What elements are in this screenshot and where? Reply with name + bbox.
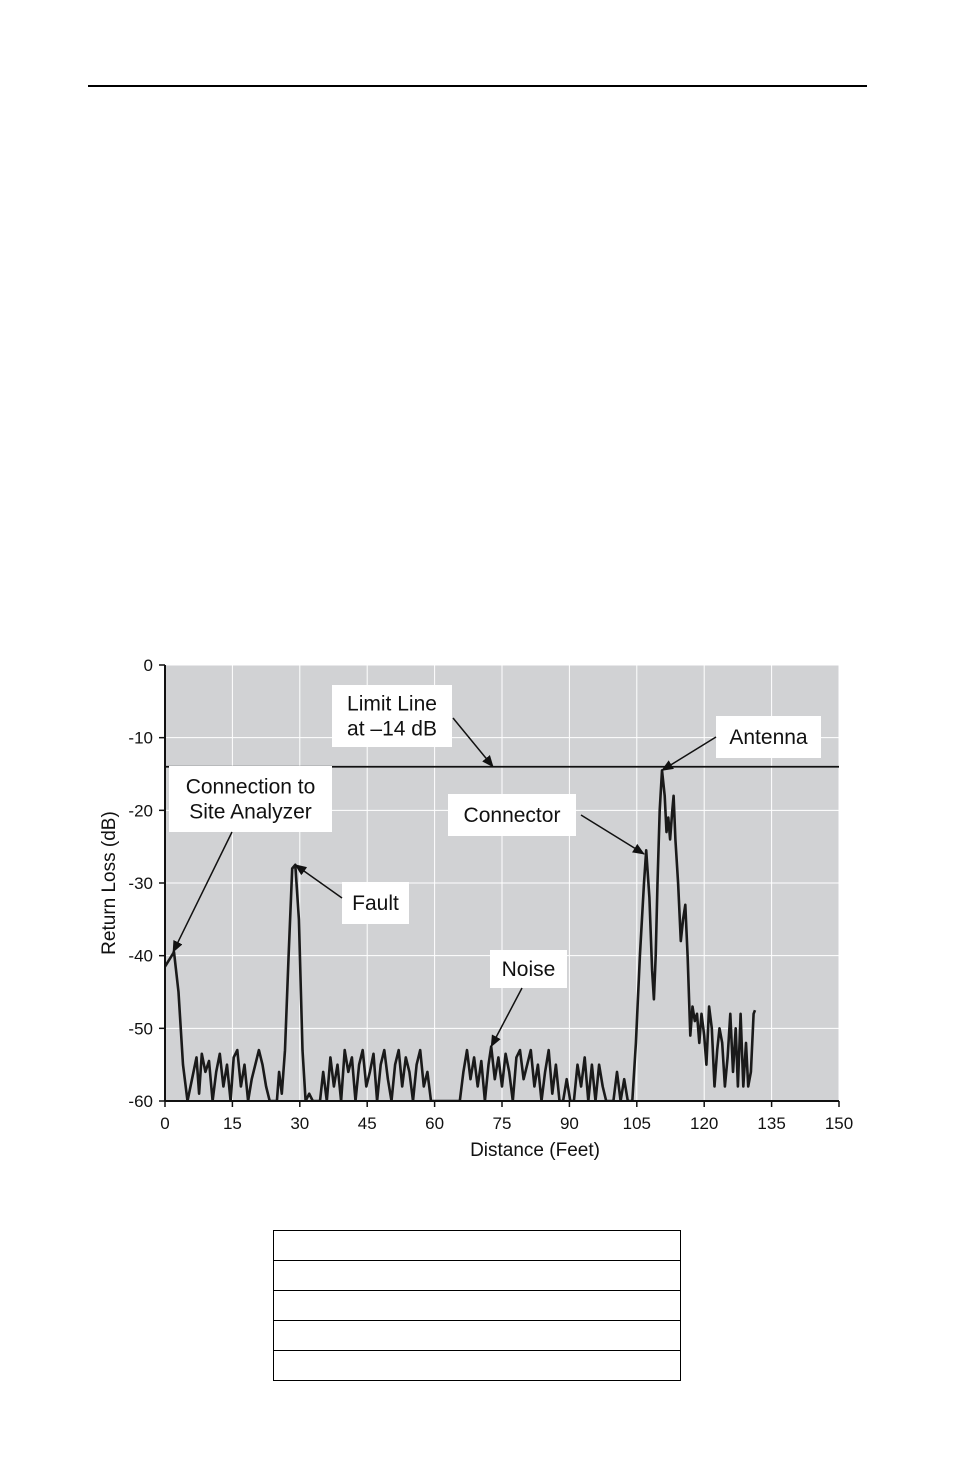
- y-tick-label: 0: [144, 656, 153, 675]
- annotation-arrow: [452, 717, 494, 768]
- table-row: [273, 1350, 681, 1381]
- x-tick-label: 120: [690, 1114, 718, 1133]
- x-tick-label: 0: [160, 1114, 169, 1133]
- x-tick-label: 105: [623, 1114, 651, 1133]
- annotation-box: [169, 766, 332, 832]
- empty-table: [273, 1230, 681, 1381]
- annotation-arrow: [490, 987, 523, 1048]
- y-tick-label: -60: [128, 1092, 153, 1111]
- x-axis-title: Distance (Feet): [470, 1140, 600, 1161]
- annotation-label: Connector: [464, 804, 561, 827]
- annotation-box: [332, 685, 452, 747]
- y-tick-label: -50: [128, 1019, 153, 1038]
- annotation-box: [490, 950, 567, 988]
- table-cell: [273, 1320, 681, 1351]
- table-row: [273, 1230, 681, 1261]
- annotation-box: [716, 716, 821, 758]
- annotation-label: at –14 dB: [347, 718, 437, 741]
- return-loss-trace: [165, 769, 757, 1101]
- annotation-arrow: [661, 736, 717, 772]
- x-tick-label: 30: [290, 1114, 309, 1133]
- annotation-arrow: [294, 864, 343, 899]
- x-tick-label: 90: [560, 1114, 579, 1133]
- x-tick-label: 75: [493, 1114, 512, 1133]
- annotation-label: Connection to: [186, 776, 316, 799]
- table-cell: [273, 1350, 681, 1381]
- annotation-box: [342, 882, 409, 924]
- y-tick-label: -10: [128, 729, 153, 748]
- y-tick-label: -30: [128, 874, 153, 893]
- y-axis-title: Return Loss (dB): [99, 811, 120, 955]
- table-cell: [273, 1260, 681, 1291]
- x-tick-label: 45: [358, 1114, 377, 1133]
- annotation-label: Site Analyzer: [189, 801, 312, 824]
- annotation-box: [448, 794, 576, 836]
- x-tick-label: 150: [825, 1114, 853, 1133]
- table-row: [273, 1320, 681, 1351]
- annotation-label: Limit Line: [347, 693, 437, 716]
- top-rule: [88, 85, 867, 87]
- table-cell: [273, 1230, 681, 1261]
- x-tick-label: 15: [223, 1114, 242, 1133]
- annotation-label: Noise: [502, 958, 556, 981]
- table-row: [273, 1260, 681, 1291]
- table-cell: [273, 1290, 681, 1321]
- annotation-label: Antenna: [729, 726, 808, 749]
- annotation-arrow: [580, 814, 645, 855]
- x-tick-label: 60: [425, 1114, 444, 1133]
- y-tick-label: -20: [128, 801, 153, 820]
- x-tick-label: 135: [757, 1114, 785, 1133]
- annotation-label: Fault: [352, 892, 399, 915]
- table-row: [273, 1290, 681, 1321]
- annotation-arrow: [172, 831, 233, 953]
- y-tick-label: -40: [128, 947, 153, 966]
